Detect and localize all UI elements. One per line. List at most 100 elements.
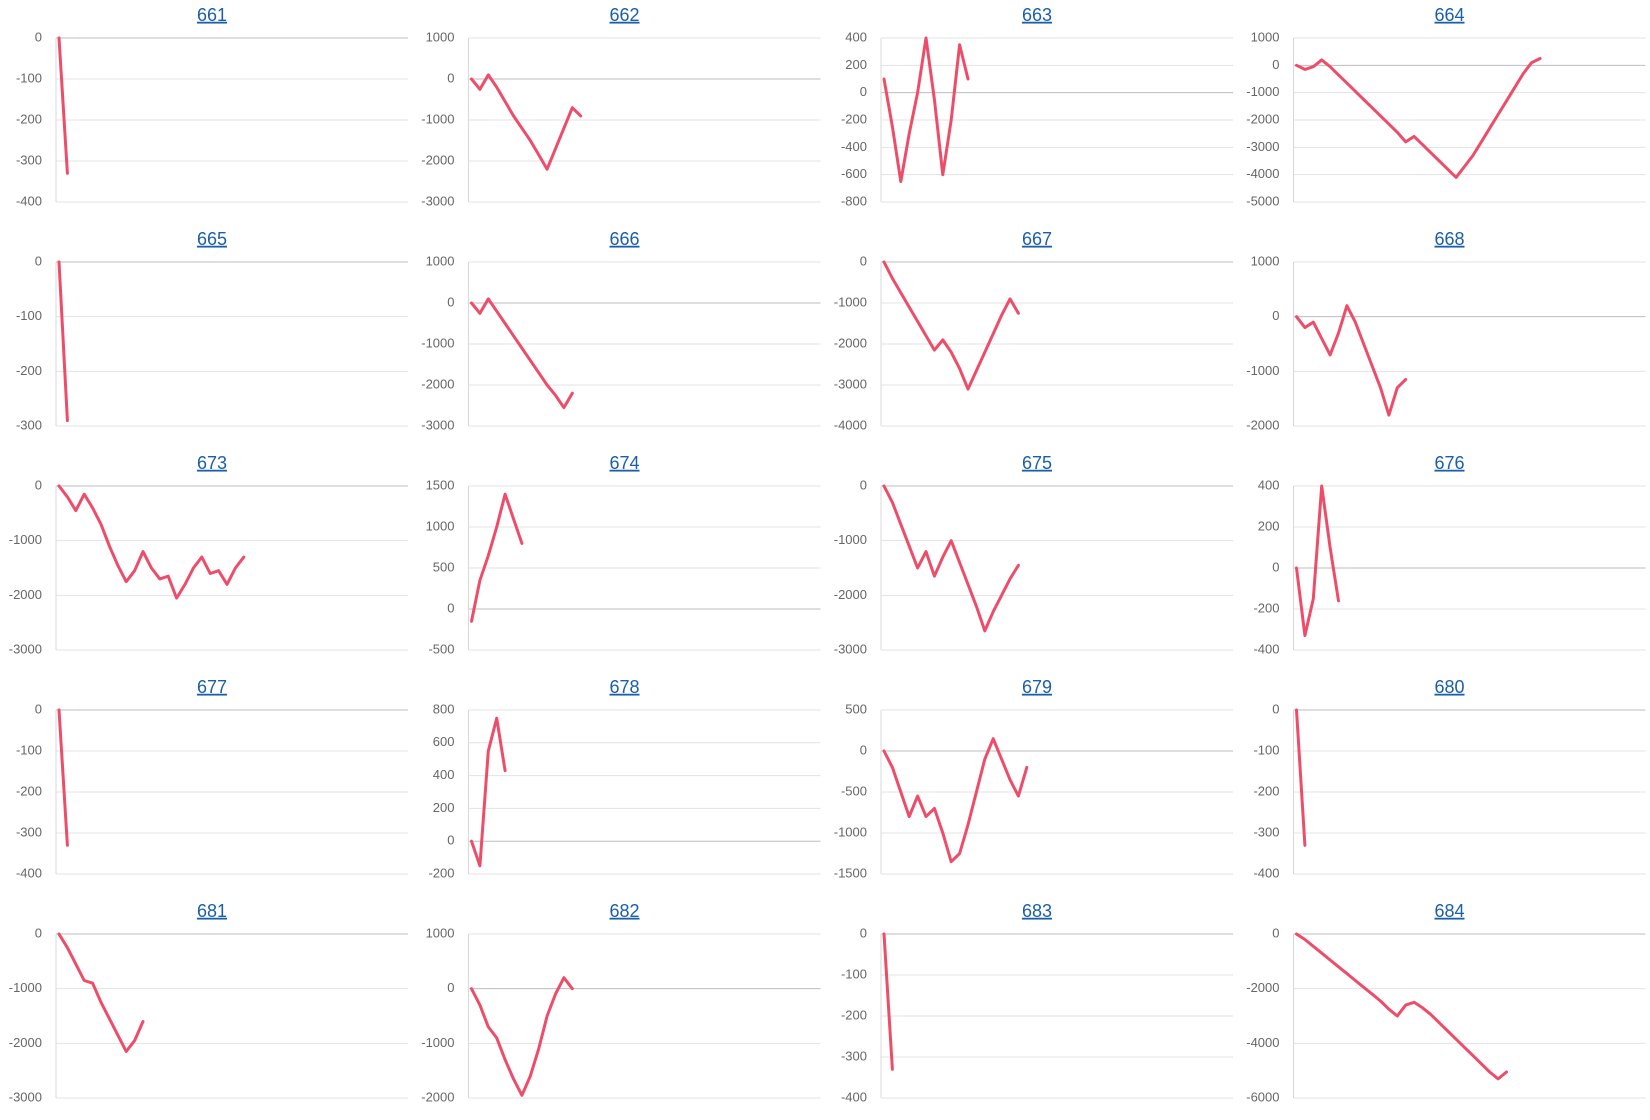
chart-title[interactable]: 666	[609, 229, 639, 249]
y-tick-label: 0	[1272, 925, 1279, 940]
series-line	[1295, 57, 1542, 179]
y-tick-label: -100	[16, 70, 42, 85]
y-tick-label: -100	[16, 742, 42, 757]
y-tick-label: -600	[841, 166, 867, 181]
y-tick-label: 200	[845, 57, 867, 72]
chart-title[interactable]: 682	[609, 901, 639, 921]
series-line	[882, 932, 894, 1071]
series-line	[470, 976, 574, 1097]
y-tick-label: 1000	[426, 925, 455, 940]
y-tick-label: 0	[1272, 701, 1279, 716]
y-tick-label: -4000	[1246, 1035, 1279, 1050]
y-tick-label: 0	[447, 980, 454, 995]
series-line	[57, 932, 145, 1053]
chart-title[interactable]: 678	[609, 677, 639, 697]
chart-title[interactable]: 683	[1022, 901, 1052, 921]
y-tick-label: -1000	[1246, 84, 1279, 99]
y-tick-label: 0	[1272, 57, 1279, 72]
y-tick-label: -300	[16, 417, 42, 432]
series-line	[882, 737, 1029, 864]
y-tick-label: 600	[433, 734, 455, 749]
y-tick-label: 200	[1258, 518, 1280, 533]
chart-title[interactable]: 679	[1022, 677, 1052, 697]
y-tick-label: -2000	[9, 587, 42, 602]
series-line	[57, 260, 69, 422]
y-tick-label: 400	[845, 29, 867, 44]
chart-title[interactable]: 663	[1022, 5, 1052, 25]
y-tick-label: -2000	[421, 1089, 454, 1104]
y-tick-label: -4000	[1246, 166, 1279, 181]
y-tick-label: -300	[16, 824, 42, 839]
y-tick-label: 400	[1258, 477, 1280, 492]
y-tick-label: 0	[35, 29, 42, 44]
y-tick-label: -1000	[834, 532, 867, 547]
chart-title[interactable]: 662	[609, 5, 639, 25]
chart-title[interactable]: 673	[197, 453, 227, 473]
y-tick-label: -1000	[834, 824, 867, 839]
chart-title[interactable]: 661	[197, 5, 227, 25]
y-tick-label: -2000	[834, 587, 867, 602]
y-tick-label: -2000	[834, 335, 867, 350]
chart-title[interactable]: 684	[1434, 901, 1464, 921]
y-tick-label: 1500	[426, 477, 455, 492]
series-line	[57, 708, 69, 847]
y-tick-label: 1000	[426, 29, 455, 44]
series-line	[470, 716, 507, 868]
y-tick-label: -3000	[421, 417, 454, 432]
y-tick-label: -300	[1253, 824, 1279, 839]
y-tick-label: 800	[433, 701, 455, 716]
y-tick-label: -200	[841, 111, 867, 126]
chart-title[interactable]: 680	[1434, 677, 1464, 697]
y-tick-label: -5000	[1246, 193, 1279, 208]
y-tick-label: -3000	[834, 376, 867, 391]
series-line	[1295, 484, 1340, 638]
y-tick-label: -3000	[9, 641, 42, 656]
y-tick-label: 0	[447, 294, 454, 309]
series-line	[1295, 708, 1307, 847]
y-tick-label: 0	[860, 742, 867, 757]
chart-title[interactable]: 667	[1022, 229, 1052, 249]
y-tick-label: -100	[16, 308, 42, 323]
y-tick-label: 0	[447, 600, 454, 615]
y-tick-label: -200	[16, 111, 42, 126]
series-line	[882, 36, 970, 183]
chart-title[interactable]: 674	[609, 453, 639, 473]
y-tick-label: -2000	[1246, 417, 1279, 432]
y-tick-label: -1000	[421, 335, 454, 350]
y-tick-label: -6000	[1246, 1089, 1279, 1104]
y-tick-label: -1000	[834, 294, 867, 309]
y-tick-label: -3000	[834, 641, 867, 656]
y-tick-label: -400	[1253, 865, 1279, 880]
chart-title[interactable]: 668	[1434, 229, 1464, 249]
y-tick-label: 0	[35, 477, 42, 492]
y-tick-label: -200	[428, 865, 454, 880]
y-tick-label: -2000	[1246, 111, 1279, 126]
y-tick-label: 0	[35, 701, 42, 716]
chart-title[interactable]: 677	[197, 677, 227, 697]
series-line	[1295, 932, 1508, 1081]
y-tick-label: -2000	[9, 1035, 42, 1050]
y-tick-label: 0	[35, 925, 42, 940]
y-tick-label: 0	[860, 84, 867, 99]
y-tick-label: -400	[16, 865, 42, 880]
y-tick-label: 400	[433, 767, 455, 782]
y-tick-label: -2000	[421, 152, 454, 167]
series-line	[882, 260, 1020, 391]
y-tick-label: 0	[860, 477, 867, 492]
chart-title[interactable]: 681	[197, 901, 227, 921]
y-tick-label: -1000	[1246, 363, 1279, 378]
chart-title[interactable]: 665	[197, 229, 227, 249]
y-tick-label: -1000	[421, 111, 454, 126]
y-tick-label: 500	[433, 559, 455, 574]
chart-title[interactable]: 664	[1434, 5, 1464, 25]
series-line	[57, 36, 69, 175]
y-tick-label: -200	[16, 783, 42, 798]
y-tick-label: -100	[1253, 742, 1279, 757]
y-tick-label: 200	[433, 800, 455, 815]
chart-title[interactable]: 676	[1434, 453, 1464, 473]
chart-title[interactable]: 675	[1022, 453, 1052, 473]
y-tick-label: -200	[1253, 783, 1279, 798]
y-tick-label: 0	[35, 253, 42, 268]
